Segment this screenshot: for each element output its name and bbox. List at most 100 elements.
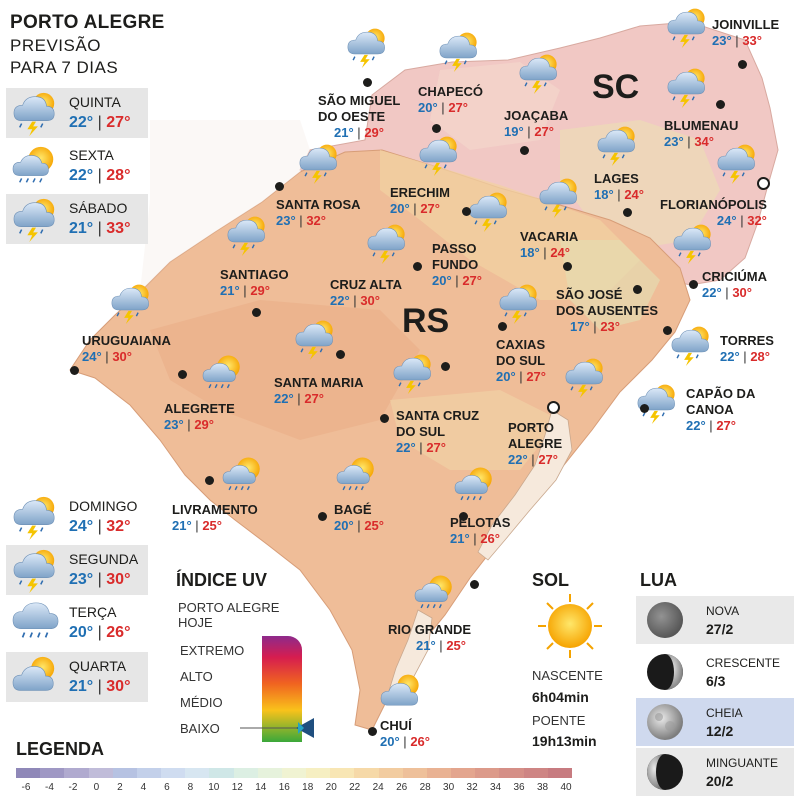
- full-moon-icon: [647, 704, 683, 740]
- uv-level-extremo: EXTREMO: [180, 643, 245, 658]
- city-label-criciuma: CRICIÚMA 22° | 30°: [702, 269, 767, 300]
- city-marker: [432, 124, 441, 133]
- legend-swatch: [257, 768, 282, 778]
- forecast-day: QUINTA 22° | 27°: [6, 88, 148, 138]
- city-label-cruz-alta: CRUZ ALTA 22° | 30°: [330, 277, 402, 308]
- legend-swatch: [185, 768, 210, 778]
- min-temp: 21°: [69, 678, 94, 695]
- min-temp: 22°: [69, 167, 94, 184]
- legend-tick: 26: [396, 782, 408, 793]
- legend-color-scale: [16, 768, 572, 778]
- city-marker: [70, 366, 79, 375]
- day-temps: 21° | 33°: [69, 220, 131, 237]
- forecast-day: TERÇA 20° | 26°: [6, 598, 148, 648]
- sun-icon: [538, 594, 602, 658]
- new-moon-icon: [647, 602, 683, 638]
- storm-sun-icon: [299, 143, 338, 184]
- day-name: QUARTA: [69, 658, 127, 674]
- max-temp: 32°: [106, 518, 131, 535]
- max-temp: 33°: [106, 220, 131, 237]
- city-marker: [716, 100, 725, 109]
- city-label-blumenau: BLUMENAU 23° | 34°: [664, 118, 739, 149]
- legend-swatch: [354, 768, 379, 778]
- storm-sun-icon: [367, 223, 406, 264]
- rain-sun-icon: [414, 574, 453, 609]
- sunset-time: 19h13min: [532, 733, 597, 749]
- city-marker: [663, 326, 672, 335]
- legend-swatch: [547, 768, 572, 778]
- city-marker: [738, 60, 747, 69]
- max-temp: 30°: [106, 678, 131, 695]
- legend-swatch: [426, 768, 452, 778]
- page-title: PORTO ALEGRE: [10, 12, 165, 33]
- moon-phase-name: CHEIA: [706, 706, 743, 720]
- city-label-uruguaiana: URUGUAIANA 24° | 30°: [82, 333, 171, 364]
- city-label-sao-jose-dos-ausentes: SÃO JOSÉ DOS AUSENTES 17° | 23°: [556, 287, 659, 334]
- legend-swatch: [523, 768, 548, 778]
- moon-phase-date: 12/2: [706, 723, 734, 739]
- moon-phase-name: CRESCENTE: [706, 656, 781, 670]
- legend-swatch: [233, 768, 258, 778]
- city-marker: [689, 280, 698, 289]
- uv-gauge: [240, 636, 314, 742]
- legend-tick: 36: [513, 782, 525, 793]
- storm-sun-icon: [13, 198, 55, 242]
- storm-sun-icon: [565, 357, 604, 398]
- legend-tick: 16: [278, 782, 290, 793]
- min-temp: 24°: [69, 518, 94, 535]
- day-temps: 22° | 28°: [69, 167, 131, 184]
- rain-sun-icon: [454, 466, 493, 501]
- forecast-day: SEGUNDA 23° | 30°: [6, 545, 148, 595]
- legend-title: LEGENDA: [16, 739, 105, 759]
- page-subtitle-line1: PREVISÃO: [10, 36, 101, 55]
- max-temp: 28°: [106, 167, 131, 184]
- city-marker: [252, 308, 261, 317]
- moon-phase-item: NOVA 27/2: [636, 596, 794, 644]
- city-label-santa-rosa: SANTA ROSA 23° | 32°: [276, 197, 361, 228]
- min-temp: 22°: [69, 114, 94, 131]
- moon-phase-date: 27/2: [706, 621, 734, 637]
- rain-cloud-icon: [12, 602, 59, 639]
- legend-tick: 24: [372, 782, 384, 793]
- legend-tick: 22: [349, 782, 361, 793]
- moon-title: LUA: [640, 570, 677, 590]
- uv-location: PORTO ALEGRE: [178, 600, 280, 615]
- city-marker: [178, 370, 187, 379]
- capital-marker: [547, 401, 560, 414]
- waning-moon-icon: [647, 754, 683, 790]
- day-temps: 21° | 30°: [69, 678, 131, 695]
- city-label-pelotas: PELOTAS 21° | 26°: [450, 515, 511, 546]
- city-marker: [459, 512, 468, 521]
- max-temp: 27°: [106, 114, 131, 131]
- region-label-sc: SC: [592, 68, 640, 106]
- legend-tick: 4: [140, 782, 147, 793]
- city-label-porto-alegre: PORTO ALEGRE 22° | 27°: [508, 420, 563, 467]
- legend-tick: 14: [255, 782, 267, 793]
- day-name: QUINTA: [69, 94, 121, 110]
- city-label-passo-fundo: PASSO FUNDO 20° | 27°: [432, 241, 482, 288]
- day-name: SEGUNDA: [69, 551, 139, 567]
- legend-swatch: [161, 768, 186, 778]
- storm-sun-icon: [597, 125, 636, 166]
- legend-tick: 28: [419, 782, 431, 793]
- city-marker: [462, 207, 471, 216]
- day-name: DOMINGO: [69, 498, 138, 514]
- waxing-moon-icon: [647, 654, 683, 690]
- day-temps: 24° | 32°: [69, 518, 131, 535]
- city-marker: [498, 322, 507, 331]
- uv-level-baixo: BAIXO: [180, 721, 220, 736]
- legend-swatch: [402, 768, 427, 778]
- legend-swatch: [499, 768, 524, 778]
- capital-marker: [757, 177, 770, 190]
- day-name: TERÇA: [69, 604, 117, 620]
- day-temps: 23° | 30°: [69, 571, 131, 588]
- city-label-livramento: LIVRAMENTO 21° | 25°: [172, 502, 258, 533]
- rain-sun-icon: [12, 146, 55, 184]
- city-marker: [563, 262, 572, 271]
- storm-sun-icon: [347, 27, 386, 68]
- legend-tick: 2: [117, 782, 123, 793]
- region-label-rs: RS: [402, 302, 450, 340]
- city-label-joinville: JOINVILLE 23° | 33°: [712, 17, 780, 48]
- storm-sun-icon: [295, 319, 334, 360]
- moon-phase-date: 6/3: [706, 673, 726, 689]
